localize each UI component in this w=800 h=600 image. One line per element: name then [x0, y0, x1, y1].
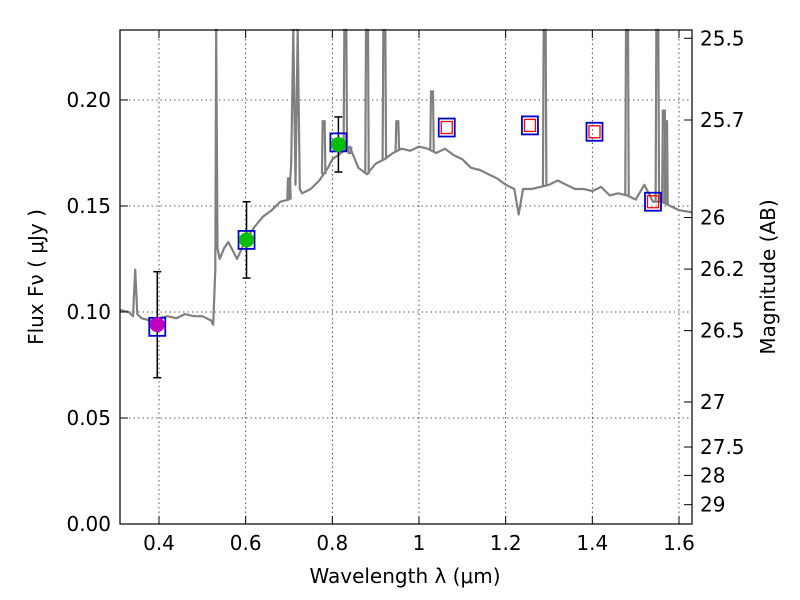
model-flux-box	[585, 121, 604, 142]
mag-tick-label: 26	[700, 206, 725, 230]
model-flux-box	[237, 229, 256, 250]
y-tick-label: 0.05	[66, 406, 111, 430]
emission-line-spike	[663, 120, 669, 204]
y-axis-left: 0.00 0.05 0.10 0.15 0.20	[66, 88, 128, 536]
y-axis-right-title: Magnitude (AB)	[756, 199, 780, 354]
emission-line-spike	[346, 146, 353, 155]
y-axis-right: 25.5 25.7 26 26.2 26.5 27 27.5 28 29	[684, 26, 745, 517]
x-axis: 0.4 0.6 0.8 1 1.2 1.4 1.6	[143, 30, 695, 555]
upper-limit-marker	[646, 195, 660, 209]
mag-tick-label: 27.5	[700, 435, 745, 459]
emission-line-spike	[342, 28, 349, 150]
upper-limit-marker	[523, 118, 537, 133]
observed-flux-point	[149, 317, 165, 333]
model-spectrum-line	[119, 28, 693, 326]
observed-flux-point	[239, 232, 255, 248]
emission-line-spike	[654, 28, 661, 202]
emission-line-spike	[429, 90, 435, 151]
emission-line-spike	[320, 120, 327, 175]
mag-tick-label: 25.7	[700, 108, 745, 132]
y-tick-label: 0.10	[66, 300, 111, 324]
y-tick-label: 0.00	[66, 512, 111, 536]
x-axis-title: Wavelength λ (μm)	[309, 564, 500, 588]
x-tick-label: 0.6	[230, 531, 262, 555]
emission-line-spike	[364, 28, 370, 175]
x-tick-label: 1.6	[663, 531, 695, 555]
emission-line-spike	[381, 28, 388, 160]
y-tick-label: 0.15	[66, 194, 111, 218]
photometry-layer	[148, 115, 662, 379]
grid-lines	[120, 30, 692, 525]
x-tick-label: 1.4	[576, 531, 608, 555]
mag-tick-label: 26.5	[700, 319, 745, 343]
mag-tick-label: 25.5	[700, 26, 745, 50]
mag-tick-label: 27	[700, 390, 725, 414]
mag-tick-label: 29	[700, 493, 725, 517]
mag-tick-label: 28	[700, 463, 725, 487]
model-flux-box	[437, 117, 456, 138]
observed-flux-point	[330, 136, 346, 152]
x-tick-label: 1	[413, 531, 426, 555]
model-flux-box	[521, 115, 539, 136]
spectrum-layer	[119, 28, 693, 326]
x-tick-label: 0.4	[143, 531, 175, 555]
y-axis-title: Flux Fν ( μJy )	[24, 209, 48, 345]
x-tick-label: 0.8	[316, 531, 348, 555]
upper-limit-marker	[588, 125, 601, 139]
y-tick-label: 0.20	[66, 88, 111, 112]
model-flux-box	[644, 191, 662, 212]
upper-limit-marker	[440, 120, 453, 135]
x-tick-label: 1.2	[490, 531, 522, 555]
emission-line-spike	[541, 28, 548, 186]
emission-line-spike	[286, 177, 292, 200]
plot-frame	[119, 29, 693, 525]
mag-tick-label: 26.2	[700, 257, 745, 281]
emission-line-spike	[624, 28, 630, 196]
emission-line-spike	[394, 120, 401, 151]
